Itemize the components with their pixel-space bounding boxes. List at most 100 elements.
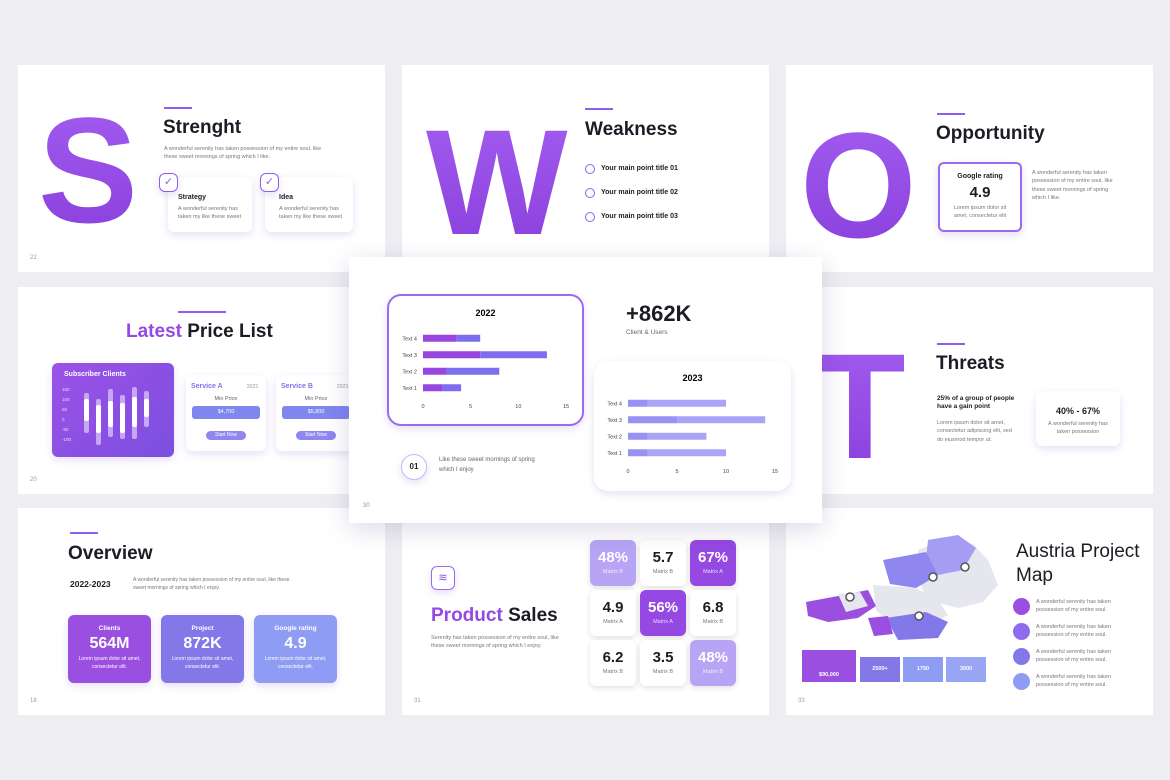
x-tick-label: 10 (515, 404, 521, 410)
icon (585, 164, 595, 174)
card-value: 564M (89, 635, 130, 652)
bar (456, 334, 481, 342)
letter: W (426, 98, 568, 266)
stat-label: Client & Users (626, 329, 668, 336)
icon: ≋ (431, 566, 455, 590)
y-tick-label: Text 2 (607, 434, 622, 440)
title: Product Sales (431, 605, 558, 627)
title: Strenght (163, 117, 242, 138)
card-text: A wonderful serenity has taken possessio… (1048, 421, 1108, 436)
stat-card: Clients 564M Lorem ipsum dolor sit amet, c… (68, 615, 151, 683)
card-text: A wonderful serenity has taken my like t… (279, 206, 342, 221)
bar (647, 449, 726, 457)
card-title: Strategy (178, 194, 207, 201)
cell-value: 6.8 (702, 599, 724, 616)
icon (1013, 648, 1030, 665)
service-card: Service B 2023 Min Price $5,800 Start No… (276, 375, 356, 451)
bar (628, 432, 648, 440)
slide-growth: 2022 Text 4 Text 3 Text 2 Text 1 0 5 10 15 +862K… (349, 257, 822, 523)
title-accent: Latest (126, 321, 182, 342)
axis-labels: 150 100 50 0 -50 -100 (62, 385, 71, 445)
page-number: 30 (363, 503, 370, 509)
box: $90,000 (802, 650, 856, 682)
cell-value: 56% (647, 599, 679, 616)
card-text: Lorem ipsum dolor sit amet, consectetur … (78, 656, 141, 670)
accent (70, 532, 98, 534)
slide-strength: S Strenght A wonderful serenity has take… (18, 65, 385, 272)
cell-value: 3.5 (652, 649, 674, 666)
price-label: Min Price (304, 396, 328, 402)
item: A wonderful serenity has taken possessio… (1013, 598, 1126, 623)
bar (442, 384, 462, 392)
step: 01 (401, 454, 427, 480)
page-number: 31 (414, 698, 421, 704)
matrix-cell: 67% Matrix A (690, 540, 736, 586)
text: A wonderful serenity has taken possessio… (1032, 170, 1113, 201)
axis-label: -100 (62, 437, 72, 442)
period: 2022-2023 (70, 579, 111, 589)
y-tick-label: Text 1 (402, 386, 417, 392)
point-list: Your main point title 01 Your main point… (585, 164, 678, 237)
lead: 25% of a group of people have a gain poi… (937, 395, 1015, 411)
card: Strategy A wonderful serenity has taken … (168, 177, 252, 232)
slide-opportunity: O Opportunity Google rating 4.9 Lorem ip… (786, 65, 1153, 272)
icon (1013, 623, 1030, 640)
cell-value: 48% (697, 649, 729, 666)
item: A wonderful serenity has taken possessio… (1013, 673, 1126, 698)
stat-card: Google rating 4.9 Lorem ipsum dolor sit am… (254, 615, 337, 683)
page-number: 22 (30, 255, 37, 261)
title-main: Price List (187, 321, 273, 342)
matrix-cell: 4.9 Matrix A (590, 590, 636, 636)
point: Your main point title 02 (585, 188, 678, 213)
letter: S (38, 86, 139, 254)
accent (937, 343, 965, 345)
bar (647, 432, 707, 440)
chart-title: 2022 (475, 308, 495, 318)
box: 1750 (903, 657, 943, 682)
check-icon: ✓ (159, 173, 178, 192)
axis-label: -50 (62, 427, 69, 432)
cell-label: Matrix B (702, 619, 724, 625)
cell-label: Matrix B (702, 669, 724, 675)
point-text: Your main point title 02 (601, 189, 678, 196)
text: Serenity has taken possession of my enti… (431, 635, 559, 650)
title: Austria Project Map (1016, 541, 1140, 586)
bar (628, 399, 648, 407)
icon (1013, 673, 1030, 690)
cell-value: 5.7 (652, 549, 674, 566)
service-name: Service A (191, 383, 223, 390)
chart-card: 2023 Text 4 Text 3 Text 2 Text 1 0 5 10 15 (594, 361, 791, 491)
cell-label: Matrix B (652, 669, 674, 675)
item: A wonderful serenity has taken possessio… (1013, 623, 1126, 648)
title: Overview (68, 543, 153, 564)
card-value: 4.9 (284, 635, 307, 652)
start-button[interactable]: Start Now (206, 431, 246, 440)
matrix-cell: 3.5 Matrix B (640, 640, 686, 686)
icon (1013, 598, 1030, 615)
page-number: 18 (30, 698, 37, 704)
y-tick-label: Text 2 (402, 369, 417, 375)
card-text: Lorem ipsum dolor sit amet, consectetur … (953, 205, 1007, 220)
cell-label: Matrix B (602, 569, 624, 575)
card-value: 4.9 (969, 184, 991, 201)
check-icon: ✓ (260, 173, 279, 192)
start-button[interactable]: Start Now (296, 431, 336, 440)
slide-overview: Overview 2022-2023 A wonderful serenity … (18, 508, 385, 715)
card-label: Google rating (957, 173, 1003, 180)
chart: 2023 Text 4 Text 3 Text 2 Text 1 0 5 10 15 (607, 373, 778, 475)
service-name: Service B (281, 383, 313, 390)
x-tick-label: 0 (626, 469, 629, 475)
stat-card: Project 872K Lorem ipsum dolor sit amet, c… (161, 615, 244, 683)
bar (628, 449, 648, 457)
y-tick-label: Text 1 (607, 451, 622, 457)
item-text: A wonderful serenity has taken possessio… (1036, 649, 1111, 664)
slide-weakness: W Weakness Your main point title 01 Your… (402, 65, 769, 272)
service-card: Service A 2022 Min Price $4,700 Start No… (186, 375, 266, 451)
axis-label: 100 (62, 397, 70, 402)
slide-map: Austria Project Map A wonderful serenity… (786, 508, 1153, 715)
matrix-cell: 56% Matrix A (640, 590, 686, 636)
chart-card: 2022 Text 4 Text 3 Text 2 Text 1 0 5 10 15 (387, 294, 584, 426)
matrix-cell: 5.7 Matrix B (640, 540, 686, 586)
icon (585, 188, 595, 198)
